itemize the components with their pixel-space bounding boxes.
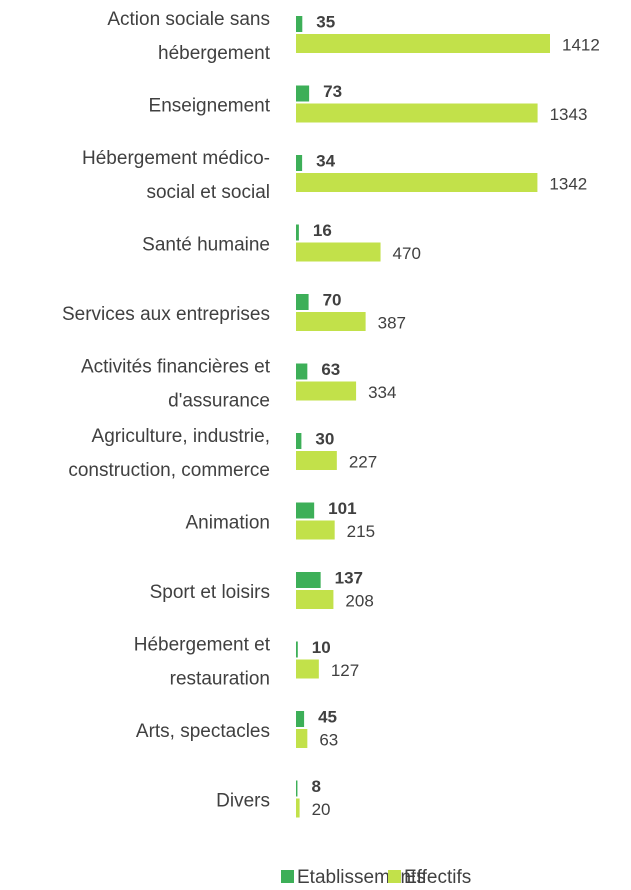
value-label: 1342 bbox=[549, 174, 587, 193]
bar bbox=[296, 16, 303, 32]
category-label: Hébergement et bbox=[134, 635, 271, 656]
value-label: 45 bbox=[318, 707, 337, 726]
category-label: Animation bbox=[186, 513, 271, 534]
bar bbox=[296, 590, 334, 609]
value-label: 35 bbox=[316, 12, 335, 31]
bar bbox=[296, 381, 357, 401]
bar bbox=[296, 103, 538, 123]
category-label: restauration bbox=[170, 669, 270, 690]
bar bbox=[296, 451, 337, 470]
value-label: 34 bbox=[316, 151, 335, 170]
bar bbox=[296, 294, 309, 310]
category-label: hébergement bbox=[158, 43, 271, 64]
legend-swatch bbox=[281, 870, 294, 883]
bar bbox=[296, 85, 310, 102]
bar bbox=[296, 155, 303, 171]
category-label: Divers bbox=[216, 791, 270, 812]
bar bbox=[296, 502, 315, 519]
bar bbox=[296, 312, 366, 331]
bar bbox=[296, 729, 308, 748]
category-label: social et social bbox=[146, 182, 270, 203]
value-label: 387 bbox=[378, 313, 406, 332]
bar bbox=[296, 520, 335, 540]
bar bbox=[296, 433, 302, 449]
value-label: 8 bbox=[311, 777, 320, 796]
category-label: Hébergement médico- bbox=[82, 148, 270, 169]
category-label: Services aux entreprises bbox=[62, 304, 270, 325]
value-label: 20 bbox=[312, 800, 331, 819]
legend-label: Effectifs bbox=[404, 867, 471, 888]
value-label: 1412 bbox=[562, 35, 600, 54]
category-label: Action sociale sans bbox=[107, 9, 270, 30]
value-label: 470 bbox=[393, 244, 421, 263]
category-label: Santé humaine bbox=[142, 235, 270, 256]
value-label: 63 bbox=[319, 730, 338, 749]
value-label: 63 bbox=[321, 360, 340, 379]
value-label: 30 bbox=[315, 429, 334, 448]
bar bbox=[296, 798, 300, 818]
category-label: Agriculture, industrie, bbox=[92, 426, 270, 447]
bar bbox=[296, 224, 299, 241]
category-label: Activités financières et bbox=[81, 357, 271, 378]
category-label: Sport et loisirs bbox=[150, 582, 270, 603]
value-label: 137 bbox=[335, 568, 363, 587]
value-label: 1343 bbox=[550, 105, 588, 124]
bar bbox=[296, 173, 538, 192]
value-label: 334 bbox=[368, 383, 396, 402]
bar bbox=[296, 363, 308, 380]
bar bbox=[296, 711, 305, 727]
value-label: 127 bbox=[331, 661, 359, 680]
value-label: 70 bbox=[323, 290, 342, 309]
category-label: Enseignement bbox=[149, 96, 271, 117]
legend-swatch bbox=[388, 870, 401, 883]
bar bbox=[296, 34, 550, 53]
value-label: 73 bbox=[323, 82, 342, 101]
value-label: 208 bbox=[345, 591, 373, 610]
value-label: 101 bbox=[328, 499, 356, 518]
bar bbox=[296, 780, 298, 797]
value-label: 227 bbox=[349, 452, 377, 471]
bar bbox=[296, 641, 298, 658]
category-label: d'assurance bbox=[168, 391, 270, 412]
bar bbox=[296, 572, 321, 588]
value-label: 215 bbox=[347, 522, 375, 541]
value-label: 10 bbox=[312, 638, 331, 657]
value-label: 16 bbox=[313, 221, 332, 240]
bar bbox=[296, 659, 319, 679]
category-label: construction, commerce bbox=[68, 460, 270, 481]
bar bbox=[296, 242, 381, 262]
category-label: Arts, spectacles bbox=[136, 721, 270, 742]
